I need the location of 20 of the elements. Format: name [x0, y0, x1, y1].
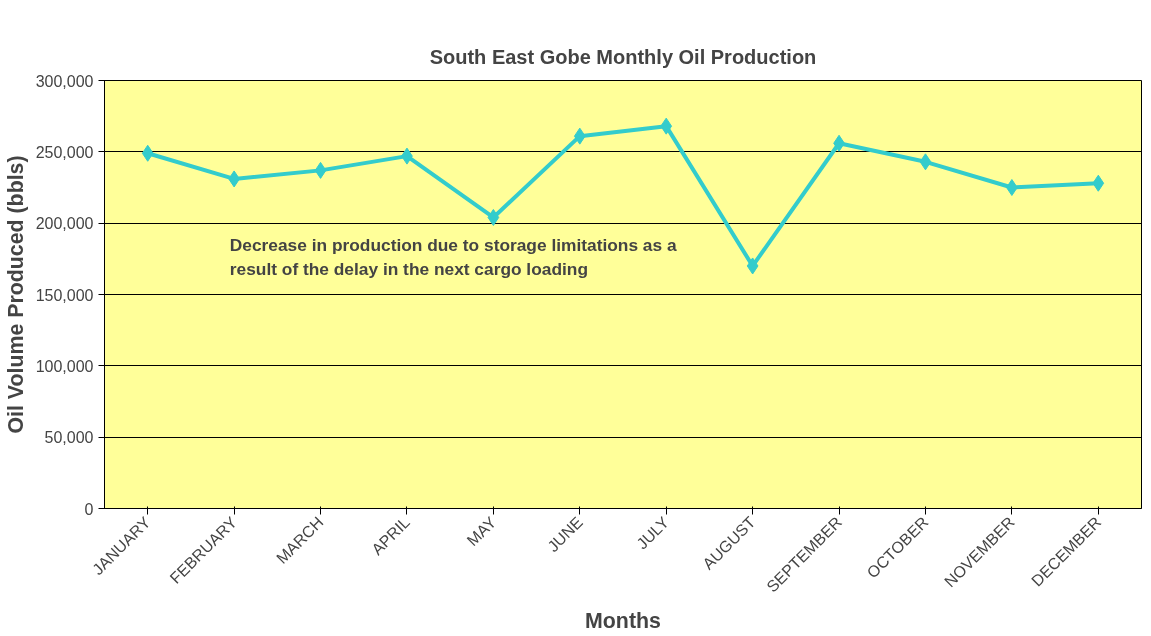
point — [1006, 179, 1018, 196]
y-tick-label: 150,000 — [35, 286, 94, 304]
y-tick-label: 0 — [84, 500, 94, 518]
x-axis-title: Months — [585, 609, 661, 634]
point — [487, 208, 500, 226]
point — [573, 127, 586, 145]
point — [919, 153, 932, 171]
y-tick-label: 250,000 — [35, 143, 94, 161]
point — [314, 161, 327, 179]
point — [1092, 174, 1105, 192]
annotation: Decrease in production due to storage limitations as a result of the delay in the next cargo loading — [229, 234, 677, 279]
point — [660, 117, 673, 135]
point — [746, 257, 759, 275]
y-tick-label: 200,000 — [35, 215, 94, 233]
point — [141, 144, 154, 162]
y-axis-title: Oil Volume Produced (bbls) — [3, 155, 28, 434]
y-tick-label: 50,000 — [44, 429, 94, 447]
y-tick-label: 100,000 — [35, 357, 94, 375]
y-tick-label: 300,000 — [35, 72, 94, 90]
chart-title: South East Gobe Monthly Oil Production — [429, 46, 817, 68]
